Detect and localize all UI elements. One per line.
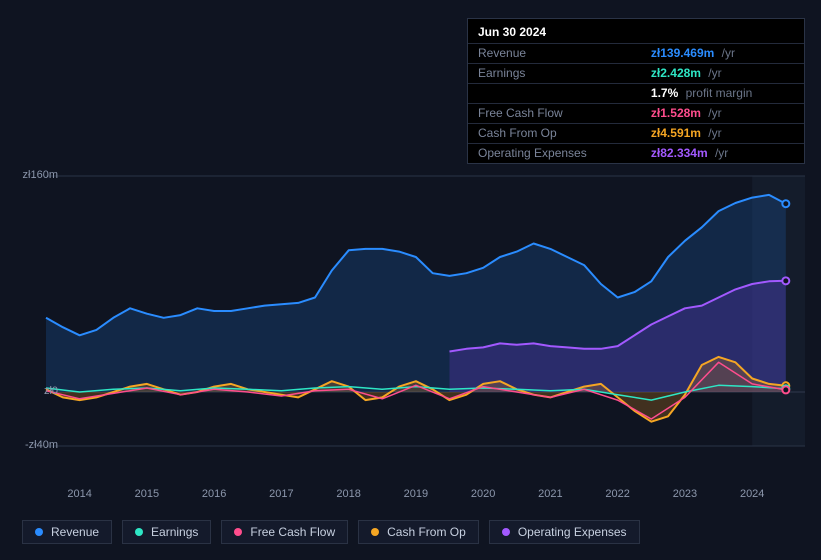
- tooltip-row-value: 1.7% profit margin: [641, 84, 804, 104]
- legend-dot-icon: [502, 528, 510, 536]
- legend-dot-icon: [234, 528, 242, 536]
- tooltip-row-value: zł4.591m /yr: [641, 124, 804, 144]
- x-axis-tick-label: 2022: [605, 488, 629, 500]
- chart-legend: Revenue Earnings Free Cash Flow Cash From O…: [22, 520, 640, 544]
- x-axis-tick-label: 2014: [67, 488, 91, 500]
- legend-label: Earnings: [151, 525, 198, 539]
- legend-label: Free Cash Flow: [250, 525, 335, 539]
- x-axis-tick-label: 2015: [135, 488, 159, 500]
- tooltip-row-value: zł2.428m /yr: [641, 64, 804, 84]
- tooltip-date: Jun 30 2024: [468, 19, 804, 43]
- legend-item-revenue[interactable]: Revenue: [22, 520, 112, 544]
- chart-tooltip: Jun 30 2024 Revenuezł139.469m /yrEarning…: [467, 18, 805, 164]
- x-axis-tick-label: 2023: [673, 488, 697, 500]
- x-axis-tick-label: 2019: [404, 488, 428, 500]
- y-axis-tick-label: zł160m: [12, 169, 58, 181]
- x-axis-tick-label: 2017: [269, 488, 293, 500]
- legend-dot-icon: [371, 528, 379, 536]
- tooltip-row-value: zł1.528m /yr: [641, 104, 804, 124]
- chart-area: [16, 158, 805, 478]
- legend-item-cash_op[interactable]: Cash From Op: [358, 520, 479, 544]
- legend-label: Operating Expenses: [518, 525, 627, 539]
- legend-item-fcf[interactable]: Free Cash Flow: [221, 520, 348, 544]
- tooltip-row-label: Revenue: [468, 44, 641, 64]
- legend-label: Cash From Op: [387, 525, 466, 539]
- y-axis-tick-label: zł0: [12, 385, 58, 397]
- tooltip-row-label: [468, 84, 641, 104]
- legend-item-earnings[interactable]: Earnings: [122, 520, 211, 544]
- x-axis-tick-label: 2020: [471, 488, 495, 500]
- x-axis-tick-label: 2018: [336, 488, 360, 500]
- y-axis-tick-label: -zł40m: [12, 439, 58, 451]
- legend-dot-icon: [35, 528, 43, 536]
- x-axis-labels: 2014 2015 2016 2017 2018 2019 2020 2021 2022 2023…: [46, 488, 806, 502]
- tooltip-row-label: Earnings: [468, 64, 641, 84]
- legend-item-opex[interactable]: Operating Expenses: [489, 520, 640, 544]
- tooltip-row-label: Free Cash Flow: [468, 104, 641, 124]
- x-axis-tick-label: 2016: [202, 488, 226, 500]
- legend-label: Revenue: [51, 525, 99, 539]
- tooltip-row-value: zł139.469m /yr: [641, 44, 804, 64]
- x-axis-tick-label: 2021: [538, 488, 562, 500]
- tooltip-table: Revenuezł139.469m /yrEarningszł2.428m /y…: [468, 43, 804, 163]
- tooltip-row-label: Cash From Op: [468, 124, 641, 144]
- financial-chart[interactable]: [16, 158, 805, 478]
- legend-dot-icon: [135, 528, 143, 536]
- x-axis-tick-label: 2024: [740, 488, 764, 500]
